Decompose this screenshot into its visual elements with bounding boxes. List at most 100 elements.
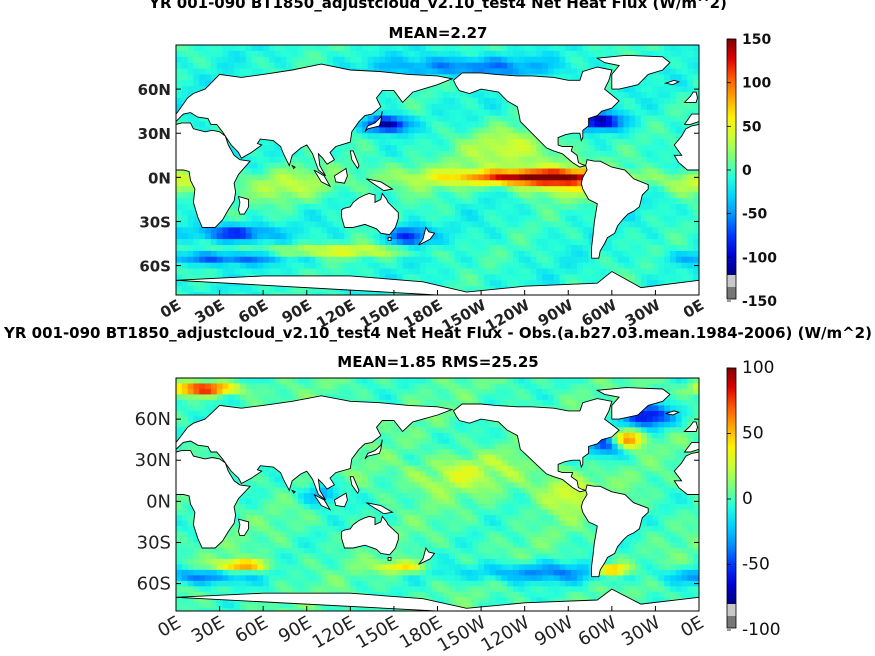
heat-cell [338,388,346,396]
heat-cell [408,45,415,52]
heat-cell [263,250,270,258]
heat-cell [425,156,433,164]
heat-cell [385,133,392,140]
heat-cell [303,62,311,70]
heat-cell [518,168,526,176]
heat-cell [518,145,526,152]
heat-cell [483,115,491,123]
heat-cell [298,168,305,176]
heat-cell [664,109,671,117]
heat-cell [454,268,462,276]
heat-cell [518,56,526,64]
heat-cell [553,394,561,401]
heat-cell [356,56,363,64]
heat-cell [524,394,532,401]
heat-cell [571,399,578,407]
heat-cell [449,239,456,246]
heat-cell [652,256,659,264]
heat-cell [600,156,607,164]
heat-cell [646,103,654,111]
heat-cell [420,97,427,105]
heat-cell [408,256,415,264]
heat-cell [315,215,322,223]
heat-cell [576,383,584,390]
heat-cell [664,245,671,252]
heat-cell [373,262,380,270]
heat-cell [542,399,549,407]
heat-cell [524,262,532,270]
heat-cell [176,186,183,193]
heat-cell [216,280,224,287]
heat-cell [472,399,479,407]
heat-cell [669,50,677,58]
heat-cell [646,92,654,99]
heat-cell [268,197,276,205]
heat-cell [234,383,241,390]
heat-cell [460,174,468,181]
heat-cell [693,245,699,252]
heat-cell [623,139,630,146]
heat-cell [332,186,340,193]
heat-cell [176,221,183,228]
heat-cell [298,50,305,58]
heat-cell [257,292,264,295]
heat-cell [356,268,363,276]
heat-cell [298,192,305,199]
heat-cell [344,50,351,58]
heat-cell [646,86,654,93]
heat-cell [611,156,619,164]
heat-cell [303,156,311,164]
heat-cell [501,139,508,146]
heat-cell [669,416,677,423]
chart-2: YR 001-090 BT1850_adjustcloud_v2.10_test… [3,324,872,656]
heat-cell [518,203,526,211]
heat-cell [646,416,654,423]
heat-cell [338,50,346,58]
heat-cell [565,239,572,246]
heat-cell [530,399,537,407]
heat-cell [640,150,648,158]
heat-cell [617,115,625,123]
heat-cell [646,233,654,240]
heat-cell [408,50,415,58]
heat-cell [559,156,566,164]
heat-cell [501,50,508,58]
heat-cell [681,74,688,81]
heat-cell [553,383,561,390]
heat-cell [263,45,270,52]
heat-cell [495,68,503,76]
heat-cell [460,68,468,76]
heat-cell [524,56,532,64]
heat-cell [268,56,276,64]
heat-cell [356,292,363,295]
heat-cell [338,239,346,246]
heat-cell [303,233,311,240]
heat-cell [443,250,450,258]
heat-cell [327,245,334,252]
heat-cell [669,121,677,128]
heat-cell [425,162,433,170]
heat-cell [420,268,427,276]
heat-cell [518,268,526,276]
heat-cell [350,45,357,52]
heat-cell [268,192,276,199]
heat-cell [327,209,334,217]
land-shape [364,111,383,133]
heat-cell [530,280,537,287]
heat-cell [478,245,485,252]
heat-cell [571,133,578,140]
heat-cell [536,388,543,396]
heat-cell [431,162,439,170]
heat-cell [687,221,694,228]
heat-cell [315,221,322,228]
heat-cell [385,378,392,385]
heat-cell [629,86,636,93]
heat-cell [460,221,468,228]
heat-cell [658,209,665,217]
heat-cell [193,227,200,234]
heat-cell [576,150,584,158]
heat-cell [466,209,473,217]
heat-cell [675,256,683,264]
heat-cell [530,383,537,390]
heat-cell [292,56,299,64]
